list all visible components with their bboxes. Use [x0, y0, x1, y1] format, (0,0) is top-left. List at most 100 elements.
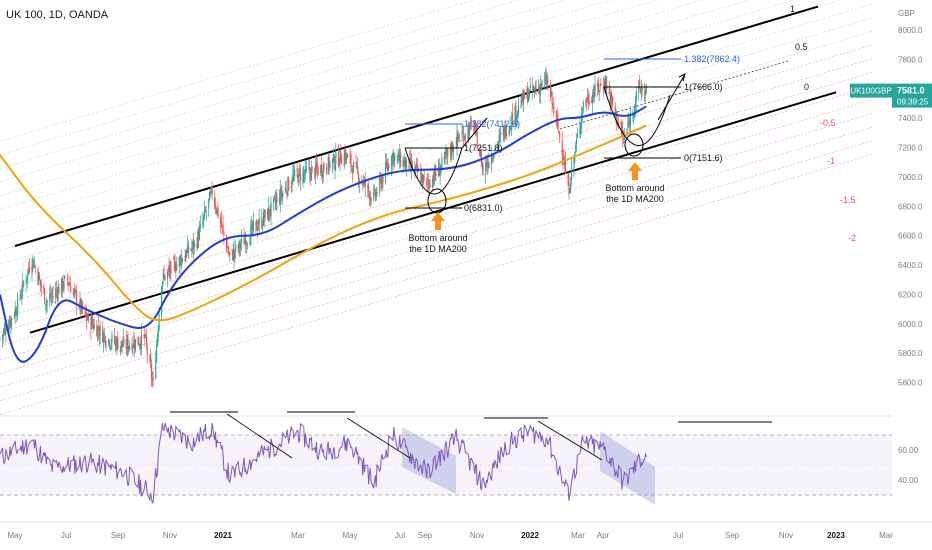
candle-body: [44, 304, 47, 306]
callout-right-line2: the 1D MA200: [606, 194, 664, 204]
candle-body: [400, 153, 402, 167]
candle-body: [493, 153, 495, 158]
candle-body: [76, 291, 78, 305]
candle-body: [267, 207, 270, 221]
candle-body: [347, 155, 349, 159]
candle-body: [414, 167, 416, 170]
candle-body: [535, 86, 537, 91]
candle-body: [405, 159, 408, 169]
candle-body: [40, 282, 42, 288]
candle-body: [249, 241, 251, 245]
candle-body: [449, 147, 451, 153]
candle-body: [84, 308, 86, 312]
candle-body: [111, 334, 113, 343]
right-projection-line: [657, 75, 685, 121]
candle-body: [322, 165, 324, 178]
candle-body: [640, 89, 642, 94]
time-tick-label: Mar: [879, 531, 893, 540]
candle-body: [544, 76, 546, 79]
candle-body: [199, 223, 201, 228]
candle-body: [634, 107, 636, 116]
candle-body: [66, 277, 68, 281]
candle-body: [387, 164, 389, 172]
rsi-trend-line: [346, 417, 411, 459]
rsi-line: [0, 422, 647, 504]
candle-body: [138, 343, 140, 346]
candle-body: [550, 92, 552, 96]
candle-body: [392, 154, 394, 157]
candle-body: [326, 172, 328, 174]
candle-body: [232, 250, 234, 260]
candle-body: [56, 291, 58, 298]
candle-body: [145, 335, 147, 337]
candle-body: [43, 286, 45, 291]
candle-body: [457, 130, 459, 139]
left-arc: [404, 147, 463, 195]
candle-body: [390, 162, 392, 166]
candle-body: [575, 145, 577, 150]
candle-body: [51, 293, 53, 295]
candle-body: [337, 152, 339, 167]
candle-body: [314, 168, 316, 178]
candle-body: [287, 177, 289, 196]
candle-body: [286, 192, 288, 195]
candle-body: [327, 156, 329, 173]
candle-body: [209, 192, 211, 201]
time-tick-label: Jul: [395, 531, 405, 540]
candle-body: [398, 153, 400, 161]
time-tick-label: Jul: [61, 531, 71, 540]
candle-body: [16, 313, 18, 316]
candle-body: [612, 97, 614, 105]
candle-body: [158, 314, 160, 331]
candle-body: [641, 87, 643, 91]
candle-body: [188, 246, 190, 253]
candle-body: [552, 104, 554, 106]
candle-body: [379, 178, 382, 179]
candle-body: [532, 85, 534, 91]
candle-body: [340, 152, 342, 163]
candle-body: [439, 170, 441, 177]
candle-body: [55, 289, 57, 297]
candle-body: [222, 224, 224, 230]
candle-body: [498, 135, 500, 143]
candle-body: [28, 267, 30, 270]
candle-body: [256, 219, 258, 231]
candle-body: [553, 106, 555, 114]
candle-body: [192, 241, 194, 247]
candle-body: [19, 294, 21, 297]
candle-body: [639, 79, 641, 89]
candle-body: [581, 113, 583, 126]
candle-body: [261, 216, 263, 227]
candle-body: [13, 316, 15, 318]
candle-body: [502, 128, 504, 136]
candle-body: [257, 226, 259, 229]
fib-right-top-label: 1(7666.0): [684, 82, 723, 92]
candle-body: [339, 150, 341, 164]
candle-body: [464, 137, 466, 140]
candle-body: [565, 160, 567, 174]
channel-upper-line: [14, 5, 819, 247]
candle-body: [258, 218, 260, 226]
candle-body: [257, 228, 259, 231]
candle-body: [382, 176, 384, 183]
candle-body: [302, 171, 304, 184]
candle-body: [235, 244, 237, 251]
candle-body: [146, 346, 148, 355]
candle-body: [527, 88, 529, 103]
candle-body: [81, 301, 84, 311]
candle-body: [604, 77, 606, 90]
candle-body: [521, 94, 523, 105]
symbol-title: UK 100, 1D, OANDA: [6, 9, 109, 21]
candle-body: [333, 155, 335, 169]
candle-body: [33, 260, 35, 269]
candle-body: [102, 327, 104, 343]
candle-body: [593, 95, 595, 98]
candle-body: [119, 346, 121, 352]
candle-body: [446, 149, 448, 155]
candle-body: [123, 338, 125, 345]
candle-body: [251, 222, 254, 231]
candle-body: [469, 121, 472, 127]
candle-body: [539, 85, 541, 96]
candle-body: [174, 263, 176, 272]
